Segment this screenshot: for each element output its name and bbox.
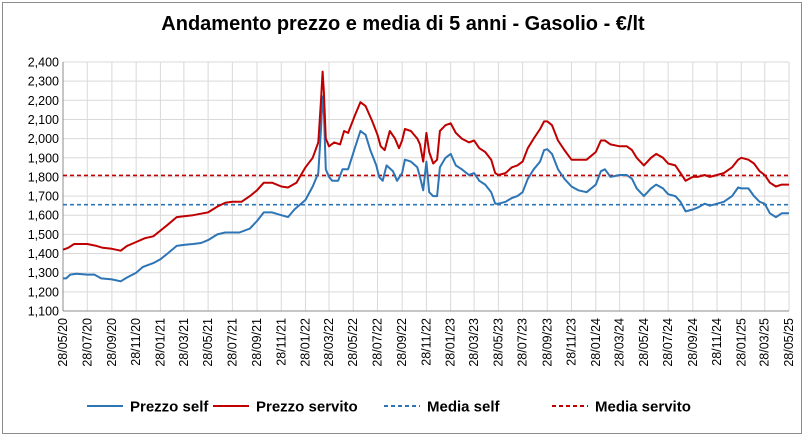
x-tick-label: 28/05/25 xyxy=(782,318,796,367)
y-tick-label: 2,200 xyxy=(28,94,59,108)
x-tick-label: 28/01/24 xyxy=(589,318,603,367)
x-tick-label: 28/11/23 xyxy=(565,318,579,366)
x-tick-label: 28/07/23 xyxy=(516,318,530,367)
y-axis-tick-labels: 1,100 1,200 1,300 1,400 1,500 1,600 1,700 1,800… xyxy=(28,56,59,319)
x-tick-label: 28/05/21 xyxy=(201,318,215,367)
legend-label-prezzo-servito: Prezzo servito xyxy=(256,399,358,416)
x-tick-label: 28/03/25 xyxy=(758,318,772,367)
legend-label-media-servito: Media servito xyxy=(595,399,691,416)
x-tick-label: 28/01/23 xyxy=(444,318,458,367)
x-tick-label: 28/07/24 xyxy=(661,318,675,367)
gridlines xyxy=(62,61,790,312)
chart-title: Andamento prezzo e media di 5 anni - Gas… xyxy=(161,13,645,35)
x-tick-label: 28/01/21 xyxy=(153,318,167,367)
x-tick-label: 28/09/21 xyxy=(250,318,264,367)
x-tick-label: 28/05/22 xyxy=(346,318,360,367)
x-tick-label: 28/09/24 xyxy=(686,318,700,367)
y-tick-label: 1,900 xyxy=(28,151,59,165)
y-tick-label: 2,100 xyxy=(28,113,59,127)
axes xyxy=(62,62,789,312)
x-tick-label: 28/03/22 xyxy=(322,318,336,367)
y-tick-label: 1,400 xyxy=(28,247,59,261)
x-tick-label: 28/05/24 xyxy=(637,318,651,367)
x-tick-label: 28/03/23 xyxy=(467,318,481,367)
legend-label-media-self: Media self xyxy=(427,399,501,416)
x-tick-label: 28/01/25 xyxy=(734,318,748,367)
y-tick-label: 1,500 xyxy=(28,228,59,242)
x-tick-label: 28/09/23 xyxy=(540,318,554,367)
x-tick-label: 28/07/21 xyxy=(225,318,239,367)
series-line-prezzo-self xyxy=(63,95,789,283)
x-axis-tick-labels: 28/05/20 28/07/20 28/09/20 28/11/20 28/01/21… xyxy=(56,318,796,367)
y-tick-label: 2,300 xyxy=(28,75,59,89)
x-tick-label: 28/07/22 xyxy=(370,318,384,367)
legend: Prezzo self Prezzo servito Media self Media… xyxy=(87,399,691,416)
series-lines xyxy=(62,70,789,283)
y-tick-label: 1,600 xyxy=(28,209,59,223)
x-tick-label: 28/11/24 xyxy=(710,318,724,366)
x-tick-label: 28/07/20 xyxy=(80,318,94,367)
y-tick-label: 1,100 xyxy=(28,305,59,319)
x-tick-label: 28/05/20 xyxy=(56,318,70,367)
x-tick-label: 28/03/21 xyxy=(177,318,191,367)
x-tick-label: 28/05/23 xyxy=(491,318,505,367)
x-tick-label: 28/11/21 xyxy=(274,318,288,366)
y-tick-label: 1,700 xyxy=(28,190,59,204)
y-tick-label: 2,400 xyxy=(28,56,59,70)
x-tick-label: 28/01/22 xyxy=(299,318,313,367)
series-line-prezzo-servito xyxy=(62,70,789,252)
legend-label-prezzo-self: Prezzo self xyxy=(130,399,209,416)
x-tick-label: 28/09/22 xyxy=(395,318,409,367)
y-tick-label: 1,800 xyxy=(28,170,59,184)
y-tick-label: 1,200 xyxy=(28,285,59,299)
x-tick-label: 28/09/20 xyxy=(105,318,119,367)
y-tick-label: 1,300 xyxy=(28,266,59,280)
y-tick-label: 2,000 xyxy=(28,132,59,146)
x-tick-label: 28/11/22 xyxy=(419,318,433,366)
x-tick-label: 28/11/20 xyxy=(129,318,143,366)
x-tick-label: 28/03/24 xyxy=(613,318,627,367)
